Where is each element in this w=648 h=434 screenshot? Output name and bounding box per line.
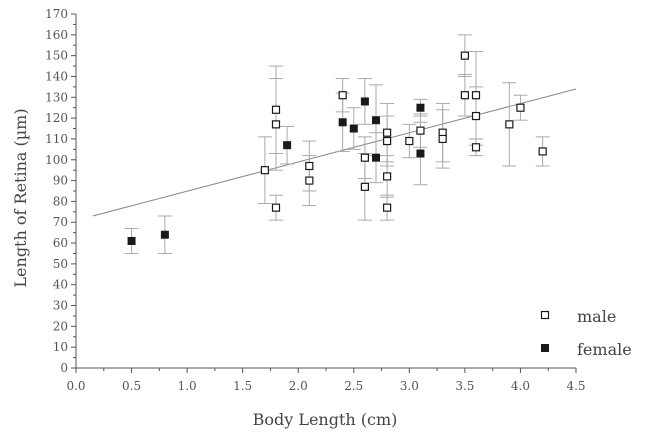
y-tick-label: 40 [53, 278, 68, 292]
data-point-male [471, 91, 481, 100]
legend-marker-male [540, 310, 550, 320]
legend: male female [540, 307, 632, 359]
data-point-male [471, 111, 481, 121]
y-tick-label: 150 [45, 49, 68, 63]
y-tick-label: 10 [53, 340, 68, 354]
data-point-female [372, 116, 380, 125]
data-point-male [383, 172, 392, 181]
data-point-male [260, 166, 269, 175]
x-tick-label: 4.0 [511, 379, 530, 393]
y-axis-title: Length of Retina (µm) [11, 108, 30, 287]
data-point-female [372, 153, 380, 162]
data-point-female [349, 124, 358, 133]
legend-label-male: male [577, 307, 616, 326]
x-tick-label: 3.0 [400, 379, 419, 393]
data-point-male [383, 203, 392, 212]
data-point-male [305, 176, 314, 185]
x-tick-label: 2.5 [344, 379, 363, 393]
x-tick-label: 3.5 [455, 379, 474, 393]
y-tick-label: 50 [53, 257, 68, 271]
data-point-female [283, 141, 292, 150]
y-tick-label: 20 [53, 319, 68, 333]
data-point-male [460, 51, 469, 60]
data-point-male [438, 134, 447, 144]
y-tick-label: 30 [53, 299, 68, 313]
y-tick-label: 70 [53, 215, 68, 229]
legend-label-female: female [577, 340, 632, 359]
x-tick-label: 2.0 [289, 379, 308, 393]
ticks: 0 10 20 30 40 50 60 70 80 90 100 110 120 130 140 150 160… [45, 7, 585, 393]
fit-line [92, 88, 577, 217]
data-point-male [271, 120, 281, 129]
x-tick-label: 4.5 [566, 379, 585, 393]
data-point-male [360, 182, 369, 191]
y-tick-label: 100 [45, 153, 68, 167]
fit-line-group [92, 88, 577, 217]
x-tick-label: 1.5 [233, 379, 252, 393]
data-point-male [471, 143, 481, 152]
data-point-male [505, 120, 514, 129]
y-tick-label: 130 [45, 90, 68, 104]
data-point-male [338, 91, 347, 100]
y-tick-label: 120 [45, 111, 68, 125]
x-tick-label: 1.0 [178, 379, 197, 393]
data-point-male [383, 136, 392, 146]
data-point-male [516, 103, 525, 112]
data-point-female [360, 97, 369, 106]
data-point-male [383, 128, 392, 137]
data-point-male [538, 147, 547, 156]
markers [127, 51, 547, 245]
y-tick-label: 110 [45, 132, 68, 146]
x-tick-label: 0.5 [122, 379, 141, 393]
data-point-female [416, 149, 425, 158]
y-tick-label: 60 [53, 236, 68, 250]
data-point-male [405, 136, 414, 146]
legend-marker-female [541, 344, 549, 352]
data-point-male [271, 105, 281, 114]
data-point-female [416, 103, 425, 112]
data-point-female [338, 118, 347, 127]
data-point-male [460, 91, 469, 100]
y-tick-label: 160 [45, 28, 68, 42]
y-tick-label: 0 [60, 361, 68, 375]
x-axis-title: Body Length (cm) [253, 410, 398, 429]
axes [75, 14, 576, 369]
data-point-male [271, 203, 281, 212]
x-tick-label: 0.0 [66, 379, 85, 393]
errorbars [124, 34, 550, 254]
data-point-male [360, 153, 369, 162]
data-point-female [127, 236, 136, 245]
y-tick-label: 90 [53, 174, 68, 188]
y-tick-label: 80 [53, 194, 68, 208]
y-tick-label: 170 [45, 7, 68, 21]
y-tick-label: 140 [45, 69, 68, 83]
data-point-female [160, 230, 169, 239]
data-point-male [416, 126, 425, 135]
data-point-male [305, 161, 314, 171]
